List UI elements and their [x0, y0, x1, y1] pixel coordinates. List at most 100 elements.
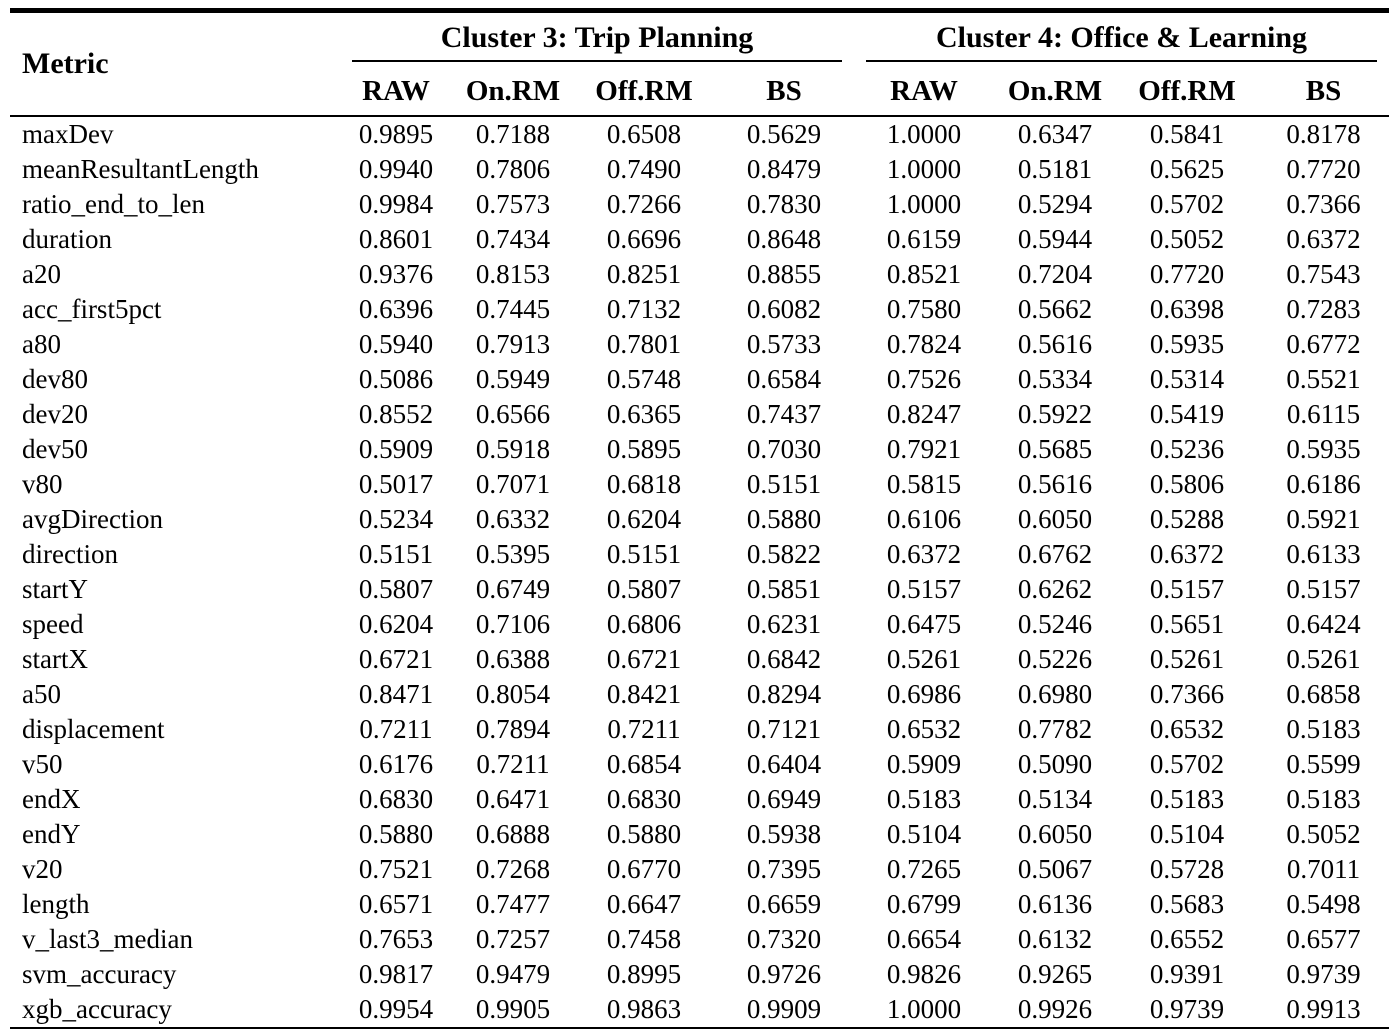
metric-value: 0.6799: [886, 889, 962, 919]
metric-value: 0.5702: [1149, 189, 1225, 219]
metric-value: 0.6770: [606, 854, 682, 884]
metric-value: 0.6186: [1286, 469, 1361, 499]
col-header-c4-bs: BS: [1258, 67, 1390, 117]
metric-value: 0.6986: [886, 679, 962, 709]
metric-value: 0.5651: [1149, 609, 1225, 639]
metric-value: 0.9739: [1149, 994, 1225, 1024]
metric-value: 0.5880: [746, 504, 822, 534]
metric-value: 0.5918: [475, 434, 551, 464]
metric-value: 0.5815: [886, 469, 962, 499]
metric-name: speed: [22, 609, 84, 639]
metric-value: 0.6806: [606, 609, 682, 639]
metric-value: 0.7921: [886, 434, 962, 464]
metric-value: 0.8855: [746, 259, 822, 289]
metric-value: 0.5599: [1286, 749, 1361, 779]
metric-value: 0.7121: [746, 714, 822, 744]
metric-value: 0.7011: [1286, 854, 1361, 884]
metric-value: 0.8178: [1286, 119, 1361, 149]
metric-value: 0.7071: [475, 469, 551, 499]
metric-value: 0.7204: [1017, 259, 1093, 289]
metric-value: 0.7445: [475, 294, 551, 324]
metric-value: 0.5806: [1149, 469, 1225, 499]
metric-value: 0.5246: [1017, 609, 1093, 639]
metric-value: 0.6231: [746, 609, 822, 639]
metric-value: 0.7913: [475, 329, 551, 359]
metric-value: 0.6818: [606, 469, 682, 499]
metric-value: 0.6176: [358, 749, 434, 779]
metric-value: 0.5314: [1149, 364, 1225, 394]
metric-value: 0.5807: [606, 574, 682, 604]
table-row: dev20 0.8552 0.6566 0.6365 0.7437 0.8247 0.592…: [10, 397, 1389, 432]
metric-value: 0.7543: [1286, 259, 1361, 289]
metric-value: 0.5261: [1149, 644, 1225, 674]
metric-value: 0.7720: [1286, 154, 1361, 184]
metric-name: v_last3_median: [22, 924, 193, 954]
metric-value: 0.5921: [1286, 504, 1361, 534]
metric-value: 0.8471: [358, 679, 434, 709]
metric-value: 0.6388: [475, 644, 551, 674]
metric-value: 0.9926: [1017, 994, 1093, 1024]
metric-value: 0.6772: [1286, 329, 1361, 359]
metric-value: 0.5261: [886, 644, 962, 674]
cluster-header-row: Metric Cluster 3: Trip Planning Cluster …: [10, 10, 1389, 117]
metric-value: 0.5151: [746, 469, 822, 499]
metric-value: 0.6372: [1149, 539, 1225, 569]
metric-value: 0.6980: [1017, 679, 1093, 709]
table-row: dev80 0.5086 0.5949 0.5748 0.6584 0.7526 0.533…: [10, 362, 1389, 397]
metric-value: 0.5822: [746, 539, 822, 569]
metric-value: 0.7894: [475, 714, 551, 744]
metric-value: 0.7573: [475, 189, 551, 219]
metric-value: 0.5625: [1149, 154, 1225, 184]
metric-value: 0.6566: [475, 399, 551, 429]
metric-value: 0.6721: [358, 644, 434, 674]
metric-value: 0.7320: [746, 924, 822, 954]
metric-value: 0.6647: [606, 889, 682, 919]
metric-value: 0.5909: [358, 434, 434, 464]
metric-value: 0.9726: [746, 959, 822, 989]
table-row: ratio_end_to_len 0.9984 0.7573 0.7266 0.7830…: [10, 187, 1389, 222]
table-row: v_last3_median 0.7653 0.7257 0.7458 0.7320 0.…: [10, 922, 1389, 957]
metric-value: 0.9826: [886, 959, 962, 989]
metric-value: 0.5683: [1149, 889, 1225, 919]
metric-value: 0.5288: [1149, 504, 1225, 534]
metric-value: 0.6365: [606, 399, 682, 429]
metric-value: 0.5807: [358, 574, 434, 604]
metric-value: 0.5234: [358, 504, 434, 534]
metric-value: 0.7458: [606, 924, 682, 954]
metric-value: 0.6830: [606, 784, 682, 814]
metric-value: 0.5104: [1149, 819, 1225, 849]
metric-value: 0.5067: [1017, 854, 1093, 884]
metric-value: 0.9817: [358, 959, 434, 989]
metric-value: 0.6132: [1017, 924, 1093, 954]
table-row: duration 0.8601 0.7434 0.6696 0.8648 0.6159 0.…: [10, 222, 1389, 257]
metric-name: avgDirection: [22, 504, 163, 534]
metric-value: 0.6050: [1017, 819, 1093, 849]
metric-name: svm_accuracy: [22, 959, 177, 989]
metric-value: 0.6159: [886, 224, 962, 254]
metric-value: 0.5629: [746, 119, 822, 149]
cluster3-header-cell: Cluster 3: Trip Planning: [340, 11, 854, 68]
metric-value: 0.7720: [1149, 259, 1225, 289]
col-header-c4-onrm: On.RM: [994, 67, 1116, 117]
metric-value: 0.5922: [1017, 399, 1093, 429]
metric-name: ratio_end_to_len: [22, 189, 205, 219]
metric-name: startY: [22, 574, 88, 604]
table-row: a80 0.5940 0.7913 0.7801 0.5733 0.7824 0.5616 0…: [10, 327, 1389, 362]
metric-value: 0.7526: [886, 364, 962, 394]
metric-name: v50: [22, 749, 63, 779]
metric-value: 0.6115: [1286, 399, 1361, 429]
table-row: v50 0.6176 0.7211 0.6854 0.6404 0.5909 0.5090 0…: [10, 747, 1389, 782]
metric-value: 0.6424: [1286, 609, 1361, 639]
metric-value: 0.7106: [475, 609, 551, 639]
metric-value: 0.6050: [1017, 504, 1093, 534]
metric-value: 0.7211: [607, 714, 681, 744]
metric-value: 0.6854: [606, 749, 682, 779]
metric-value: 0.5086: [358, 364, 434, 394]
metric-value: 0.7434: [475, 224, 551, 254]
metric-value: 0.5662: [1017, 294, 1093, 324]
metric-value: 1.0000: [886, 189, 962, 219]
metric-name: displacement: [22, 714, 165, 744]
metric-name: a80: [22, 329, 61, 359]
metric-value: 0.5895: [606, 434, 682, 464]
metric-value: 0.7265: [886, 854, 962, 884]
